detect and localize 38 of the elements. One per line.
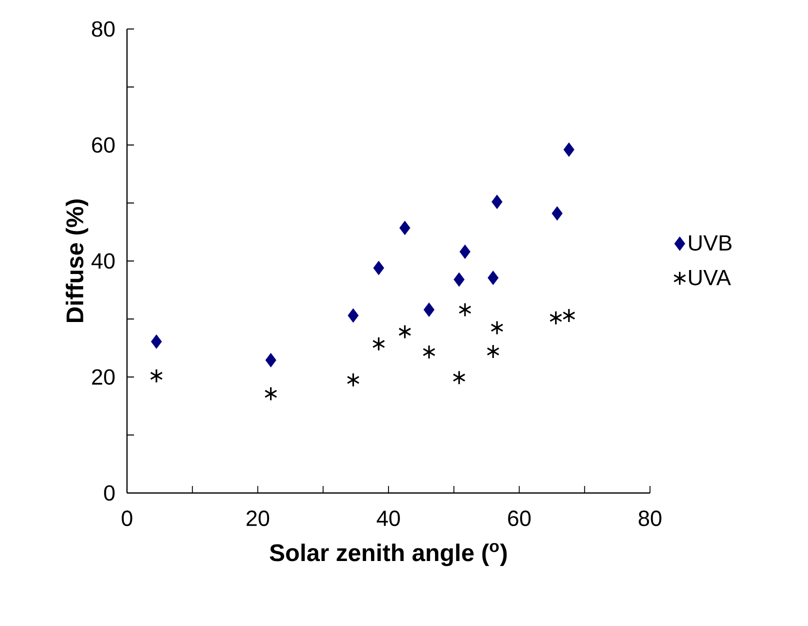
x-tick-label: 0 xyxy=(122,510,132,526)
point xyxy=(399,220,410,236)
point xyxy=(372,336,386,352)
point xyxy=(346,372,360,388)
point xyxy=(492,194,502,210)
y-axis-title: Diffuse (%) xyxy=(66,200,88,322)
legend-label: UVB xyxy=(689,235,732,251)
point xyxy=(422,344,436,360)
point xyxy=(265,352,276,368)
point xyxy=(552,206,563,221)
point xyxy=(398,324,412,340)
point xyxy=(460,244,470,259)
point xyxy=(150,368,163,384)
x-axis-title: Solar zenith angle ($^{o}$) xyxy=(270,542,507,566)
point xyxy=(490,320,504,335)
x-tick-label: 20 xyxy=(246,510,270,526)
legend-label: UVA xyxy=(689,270,731,286)
x-tick-label: 40 xyxy=(376,510,400,526)
point xyxy=(488,270,499,286)
y-tick-label: 0 xyxy=(104,485,115,501)
point xyxy=(424,302,434,317)
point xyxy=(264,386,278,402)
point xyxy=(150,334,162,349)
y-tick-label: 80 xyxy=(92,21,115,37)
y-tick-label: 60 xyxy=(92,137,115,153)
y-tick-label: 20 xyxy=(92,369,115,385)
x-tick-label: 80 xyxy=(638,510,662,526)
point xyxy=(452,370,466,385)
point xyxy=(373,260,384,276)
point xyxy=(348,308,359,323)
point xyxy=(563,142,574,157)
point xyxy=(562,308,576,323)
point xyxy=(454,272,465,287)
x-tick-label: 60 xyxy=(508,510,531,526)
point xyxy=(486,344,500,359)
y-tick-label: 40 xyxy=(92,253,115,269)
point xyxy=(458,302,472,318)
point xyxy=(549,310,562,326)
